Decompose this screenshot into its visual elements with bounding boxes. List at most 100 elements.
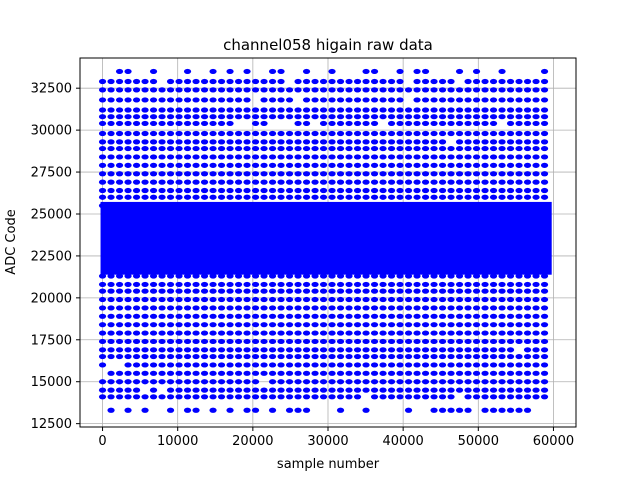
data-point	[319, 187, 328, 194]
data-point	[515, 305, 523, 311]
data-point	[540, 281, 549, 288]
data-point	[175, 203, 183, 209]
data-point	[353, 305, 362, 311]
data-point	[132, 296, 141, 303]
data-point	[175, 322, 183, 328]
data-point	[183, 78, 192, 85]
data-point	[209, 407, 217, 413]
data-point	[277, 78, 285, 85]
data-point	[455, 338, 464, 345]
data-point	[294, 139, 302, 145]
data-point	[489, 203, 498, 209]
data-point	[141, 97, 149, 103]
data-point	[124, 171, 132, 177]
data-point	[489, 97, 498, 103]
data-point	[141, 114, 149, 120]
data-point	[226, 281, 234, 288]
data-point	[472, 162, 481, 168]
data-point	[294, 78, 302, 85]
data-point	[115, 87, 124, 93]
data-point	[447, 87, 455, 93]
data-point	[319, 313, 328, 319]
data-point	[302, 305, 311, 311]
data-point	[506, 139, 515, 145]
data-point	[404, 171, 413, 177]
data-point	[532, 145, 540, 152]
chart-title: channel058 higain raw data	[223, 36, 433, 54]
data-point	[107, 370, 115, 376]
data-point	[396, 120, 404, 127]
data-point	[319, 330, 328, 336]
data-point	[413, 353, 421, 360]
data-point	[192, 120, 200, 127]
data-point	[98, 187, 107, 194]
data-point	[302, 330, 311, 336]
data-point	[268, 353, 277, 360]
data-point	[243, 338, 251, 345]
data-point	[379, 179, 387, 185]
data-point	[217, 97, 226, 103]
data-point	[362, 353, 370, 360]
data-point	[124, 154, 132, 160]
data-point	[404, 187, 413, 194]
data-point	[149, 330, 158, 336]
data-point	[132, 107, 141, 113]
data-point	[200, 330, 209, 336]
data-point	[234, 288, 243, 294]
data-point	[362, 338, 370, 345]
data-point	[166, 87, 175, 93]
data-point	[209, 162, 217, 168]
data-point	[455, 322, 464, 328]
data-point	[166, 179, 175, 185]
data-point	[166, 120, 175, 127]
data-point	[311, 281, 319, 288]
data-point	[430, 407, 438, 413]
data-point	[268, 171, 277, 177]
data-point	[438, 296, 447, 303]
data-point	[217, 281, 226, 288]
data-point	[430, 379, 438, 385]
data-point	[438, 353, 447, 360]
data-point	[302, 154, 311, 160]
data-point	[260, 387, 268, 393]
data-point	[396, 97, 404, 103]
data-point	[438, 394, 447, 400]
data-point	[464, 281, 472, 288]
data-point	[379, 362, 387, 368]
data-point	[540, 394, 549, 400]
data-point	[506, 273, 515, 279]
data-point	[481, 322, 489, 328]
data-point	[302, 353, 311, 360]
data-point	[251, 145, 260, 152]
data-point	[447, 407, 455, 413]
data-point	[430, 139, 438, 145]
data-point	[540, 68, 549, 75]
data-point	[192, 288, 200, 294]
data-point	[472, 187, 481, 194]
data-point	[532, 194, 540, 200]
data-point	[192, 162, 200, 168]
data-point	[158, 362, 166, 368]
data-point	[149, 162, 158, 168]
data-point	[370, 120, 379, 127]
data-point	[489, 162, 498, 168]
data-point	[472, 322, 481, 328]
data-point	[294, 162, 302, 168]
data-point	[523, 370, 532, 376]
data-point	[362, 313, 370, 319]
data-point	[353, 194, 362, 200]
data-point	[396, 87, 404, 93]
data-point	[472, 273, 481, 279]
y-tick-label: 25000	[31, 207, 72, 222]
data-point	[464, 394, 472, 400]
data-point	[345, 97, 353, 103]
data-point	[192, 87, 200, 93]
data-point	[523, 313, 532, 319]
data-point	[200, 370, 209, 376]
data-point	[328, 338, 336, 345]
x-tick-label: 0	[98, 434, 106, 449]
data-point	[166, 97, 175, 103]
data-point	[175, 97, 183, 103]
data-point	[166, 203, 175, 209]
data-point	[260, 171, 268, 177]
